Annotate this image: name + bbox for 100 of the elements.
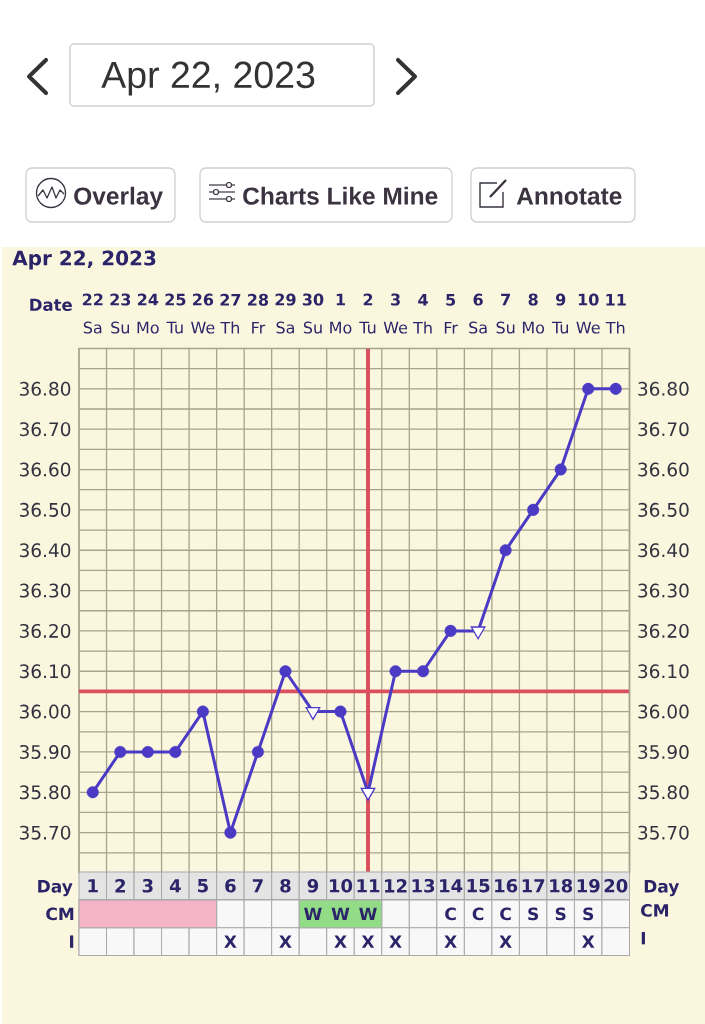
- y-tick-label: 36.80: [19, 381, 71, 396]
- x-tick-label: 11 Th: [605, 293, 626, 334]
- text: X: [361, 935, 375, 948]
- y-tick-label: 35.70: [19, 825, 71, 840]
- x-tick-label: 8: [280, 878, 291, 893]
- x-tick-label: 10: [329, 878, 353, 893]
- point: [86, 786, 99, 799]
- point: [609, 382, 622, 395]
- x-tick-label: 7 Su: [496, 293, 515, 334]
- x-tick-label: 11: [357, 879, 380, 893]
- point: [582, 382, 595, 395]
- y-tick-label: 35.80: [19, 785, 71, 800]
- point: [251, 745, 264, 758]
- text: C: [500, 907, 511, 921]
- y2-tick-label: 36.80: [638, 381, 689, 396]
- text: W: [359, 907, 377, 921]
- x-tick-label: 23 Su: [110, 293, 131, 334]
- x-tick-label: 27 Th: [220, 293, 241, 334]
- x-tick-label: 4 Th: [413, 293, 432, 334]
- y-tick-label: 36.00: [19, 704, 71, 719]
- text: X: [499, 935, 512, 948]
- y2-tick-label: CM: [641, 903, 669, 917]
- point: [417, 665, 430, 678]
- y-tick-label: I: [70, 935, 74, 948]
- text: C: [472, 907, 484, 921]
- y2-tick-label: 35.80: [638, 785, 689, 800]
- y2-tick-label: 36.40: [638, 543, 689, 558]
- point: [169, 745, 182, 758]
- chart-title: Apr 22, 2023: [12, 250, 156, 270]
- point: [114, 745, 127, 758]
- y-tick-label: 36.50: [19, 502, 71, 517]
- x-tick-label: 17: [522, 879, 545, 893]
- text: X: [334, 935, 347, 948]
- y2-tick-label: 35.90: [638, 744, 689, 759]
- x-tick-label: 9 Tu: [551, 293, 568, 334]
- point: [444, 624, 457, 637]
- x-tick-label: 8 Mo: [522, 293, 545, 334]
- y-tick-label: 36.30: [19, 583, 71, 598]
- x-tick-label: 14: [440, 879, 463, 893]
- y-tick-label: 36.40: [19, 543, 71, 558]
- text: X: [389, 935, 402, 948]
- x-tick-label: 12: [385, 879, 407, 893]
- text: Overlay: [74, 186, 163, 210]
- x-tick-label: 6 Sa: [469, 293, 487, 334]
- y-tick-label: 36.60: [19, 462, 71, 477]
- point: [389, 665, 402, 678]
- text: X: [224, 935, 237, 948]
- x-tick-label: 3 We: [383, 293, 408, 334]
- y2-tick-label: 36.50: [638, 502, 689, 517]
- x-tick-label: 4: [169, 879, 181, 893]
- point: [360, 787, 376, 801]
- x-tick-label: 20: [604, 878, 628, 893]
- x-tick-label: 2 Tu: [359, 293, 376, 334]
- y-tick-label: 36.10: [19, 664, 71, 679]
- x-axis-title: Day: [38, 880, 73, 897]
- x-tick-label: 3: [142, 878, 153, 893]
- x-tick-label: 5: [198, 879, 208, 893]
- y2-tick-label: 36.60: [638, 462, 689, 477]
- text: Annotate: [516, 187, 622, 205]
- y-tick-label: 36.20: [19, 623, 71, 638]
- point: [554, 463, 567, 476]
- text: Day: [644, 880, 680, 897]
- text: C: [445, 907, 456, 921]
- y-tick-label: 36.70: [19, 422, 71, 437]
- point: [499, 544, 512, 557]
- text: S: [555, 907, 566, 921]
- text: Charts Like Mine: [243, 186, 438, 205]
- x-tick-label: 22 Sa: [82, 293, 103, 334]
- x-tick-label: 26 We: [191, 293, 215, 334]
- x-tick-label: 2: [115, 879, 125, 893]
- x-tick-label: 29 Sa: [275, 293, 296, 334]
- x-tick-label: 1 Mo: [330, 293, 352, 334]
- point: [279, 665, 292, 678]
- x-tick-label: 6: [225, 878, 236, 893]
- x-tick-label: 19: [577, 878, 600, 893]
- y2-tick-label: 35.70: [638, 825, 689, 840]
- y-tick-label: 35.90: [19, 744, 71, 759]
- y-tick-label: CM: [46, 907, 74, 921]
- y2-tick-label: 36.70: [638, 422, 689, 437]
- text: W: [331, 907, 350, 921]
- text: X: [444, 935, 457, 948]
- x-tick-label: 30 Su: [302, 293, 324, 334]
- y2-tick-label: I: [641, 931, 645, 945]
- point: [527, 503, 540, 516]
- point: [196, 705, 209, 718]
- text: X: [279, 935, 292, 948]
- y2-tick-label: 36.30: [638, 583, 689, 598]
- point: [334, 705, 347, 718]
- x-tick-label: 24 Mo: [137, 293, 159, 334]
- x-tick-label: 28 Fr: [248, 293, 269, 334]
- y2-tick-label: 36.10: [638, 664, 689, 679]
- text: X: [581, 935, 595, 948]
- x-axis-title: Date: [30, 298, 72, 312]
- text: Apr 22, 2023: [101, 61, 315, 96]
- y2-tick-label: 36.20: [638, 623, 689, 638]
- x-tick-label: 1: [88, 879, 98, 893]
- text: W: [304, 907, 322, 921]
- x-tick-label: 13: [412, 878, 435, 893]
- x-tick-label: 18: [550, 878, 573, 893]
- x-tick-label: 15: [467, 879, 490, 893]
